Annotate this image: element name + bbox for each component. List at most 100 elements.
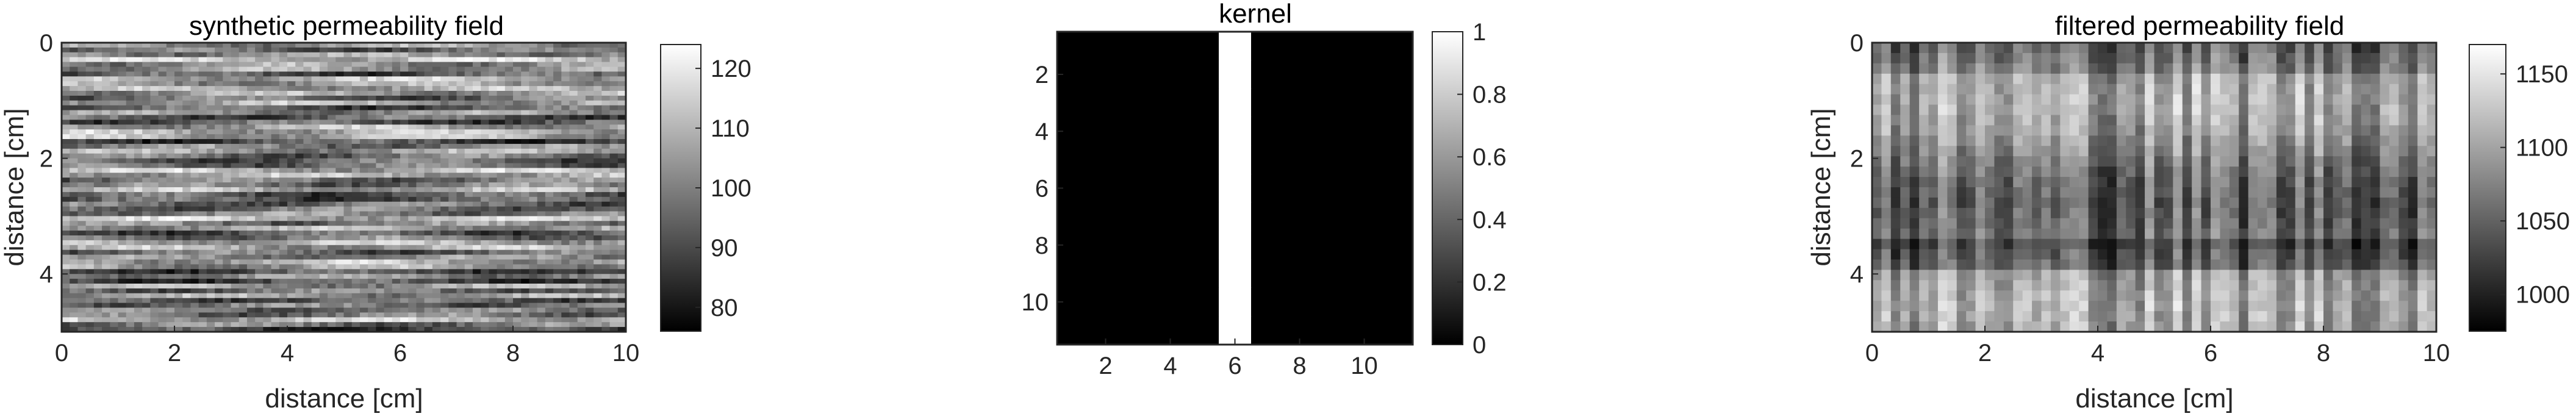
heatmap-cell xyxy=(319,100,328,106)
heatmap-cell xyxy=(416,95,425,101)
heatmap-cell xyxy=(448,206,457,212)
heatmap-cell xyxy=(328,129,336,135)
heatmap-cell xyxy=(472,269,481,274)
heatmap-cell xyxy=(255,269,264,274)
heatmap-cell xyxy=(198,201,207,207)
heatmap-cell xyxy=(70,81,79,87)
heatmap-cell xyxy=(142,52,151,58)
heatmap-cell xyxy=(150,115,159,120)
heatmap-cell xyxy=(343,139,353,145)
heatmap-cell xyxy=(343,47,353,53)
heatmap-cell xyxy=(311,105,320,111)
heatmap-cell xyxy=(255,158,264,164)
heatmap-cell xyxy=(62,76,70,82)
heatmap-cell xyxy=(351,66,361,72)
heatmap-cell xyxy=(263,201,272,207)
heatmap-cell xyxy=(392,284,401,289)
heatmap-cell xyxy=(246,201,256,207)
heatmap-cell xyxy=(190,86,199,91)
heatmap-cell xyxy=(223,115,232,120)
heatmap-cell xyxy=(328,327,336,332)
heatmap-cell xyxy=(303,298,312,304)
heatmap-cell xyxy=(368,168,376,173)
heatmap-cell xyxy=(594,284,602,289)
heatmap-cell xyxy=(110,235,119,241)
heatmap-cell xyxy=(190,100,199,106)
heatmap-cell xyxy=(215,143,223,149)
heatmap-cell xyxy=(287,231,296,236)
heatmap-cell xyxy=(142,288,151,294)
heatmap-cell xyxy=(617,211,626,217)
heatmap-cell xyxy=(118,62,127,68)
kernel-cell xyxy=(1219,116,1252,146)
heatmap-cell xyxy=(521,303,530,309)
heatmap-cell xyxy=(215,284,223,289)
heatmap-cell xyxy=(392,43,401,48)
heatmap-cell xyxy=(328,163,336,168)
heatmap-cell xyxy=(110,279,119,284)
heatmap-cell xyxy=(529,148,538,154)
heatmap-cell xyxy=(1985,52,1995,64)
heatmap-cell xyxy=(335,177,345,183)
heatmap-cell xyxy=(497,173,506,178)
heatmap-cell xyxy=(609,216,619,221)
heatmap-cell xyxy=(287,71,296,77)
heatmap-cell xyxy=(93,327,102,332)
heatmap-cell xyxy=(255,211,264,217)
heatmap-cell xyxy=(489,43,498,48)
heatmap-cell xyxy=(295,86,304,91)
heatmap-cell xyxy=(62,221,70,226)
heatmap-cell xyxy=(368,206,376,212)
heatmap-cell xyxy=(328,192,336,198)
heatmap-cell xyxy=(408,192,417,198)
heatmap-cell xyxy=(481,231,489,236)
heatmap-cell xyxy=(1994,104,2004,116)
heatmap-cell xyxy=(343,279,353,284)
heatmap-cell xyxy=(311,307,320,313)
heatmap-cell xyxy=(2220,84,2230,95)
heatmap-cell xyxy=(368,52,376,58)
heatmap-cell xyxy=(408,57,417,63)
heatmap-cell xyxy=(2079,84,2089,95)
heatmap-cell xyxy=(617,120,626,125)
heatmap-cell xyxy=(1900,135,1910,146)
heatmap-cell xyxy=(158,62,167,68)
heatmap-cell xyxy=(529,284,538,289)
heatmap-cell xyxy=(1985,115,1995,126)
heatmap-cell xyxy=(601,110,611,116)
heatmap-cell xyxy=(279,153,288,159)
heatmap-cell xyxy=(271,317,280,323)
heatmap-cell xyxy=(142,327,151,332)
heatmap-cell xyxy=(126,279,135,284)
heatmap-cell xyxy=(1900,94,1910,106)
heatmap-cell xyxy=(263,81,272,87)
heatmap-cell xyxy=(319,249,328,256)
heatmap-cell xyxy=(174,192,183,198)
heatmap-cell xyxy=(134,115,143,120)
heatmap-cell xyxy=(408,284,417,289)
heatmap-cell xyxy=(110,95,119,101)
heatmap-cell xyxy=(569,240,578,246)
heatmap-cell xyxy=(190,249,199,256)
heatmap-cell xyxy=(263,168,272,173)
heatmap-cell xyxy=(521,196,530,202)
heatmap-cell xyxy=(77,221,87,226)
heatmap-cell xyxy=(126,303,135,309)
heatmap-cell xyxy=(215,269,223,274)
heatmap-cell xyxy=(609,95,619,101)
heatmap-cell xyxy=(279,221,288,226)
heatmap-cell xyxy=(85,312,95,318)
heatmap-cell xyxy=(70,105,79,111)
heatmap-cell xyxy=(351,110,361,116)
heatmap-cell xyxy=(2107,63,2117,74)
x-tick-label: 0 xyxy=(55,340,68,367)
heatmap-cell xyxy=(263,293,272,299)
heatmap-cell xyxy=(617,312,626,318)
heatmap-cell xyxy=(2229,73,2239,85)
heatmap-cell xyxy=(424,81,433,87)
heatmap-cell xyxy=(594,201,602,207)
heatmap-cell xyxy=(351,196,361,202)
heatmap-cell xyxy=(2314,52,2324,64)
heatmap-cell xyxy=(545,91,554,96)
heatmap-cell xyxy=(102,269,110,274)
